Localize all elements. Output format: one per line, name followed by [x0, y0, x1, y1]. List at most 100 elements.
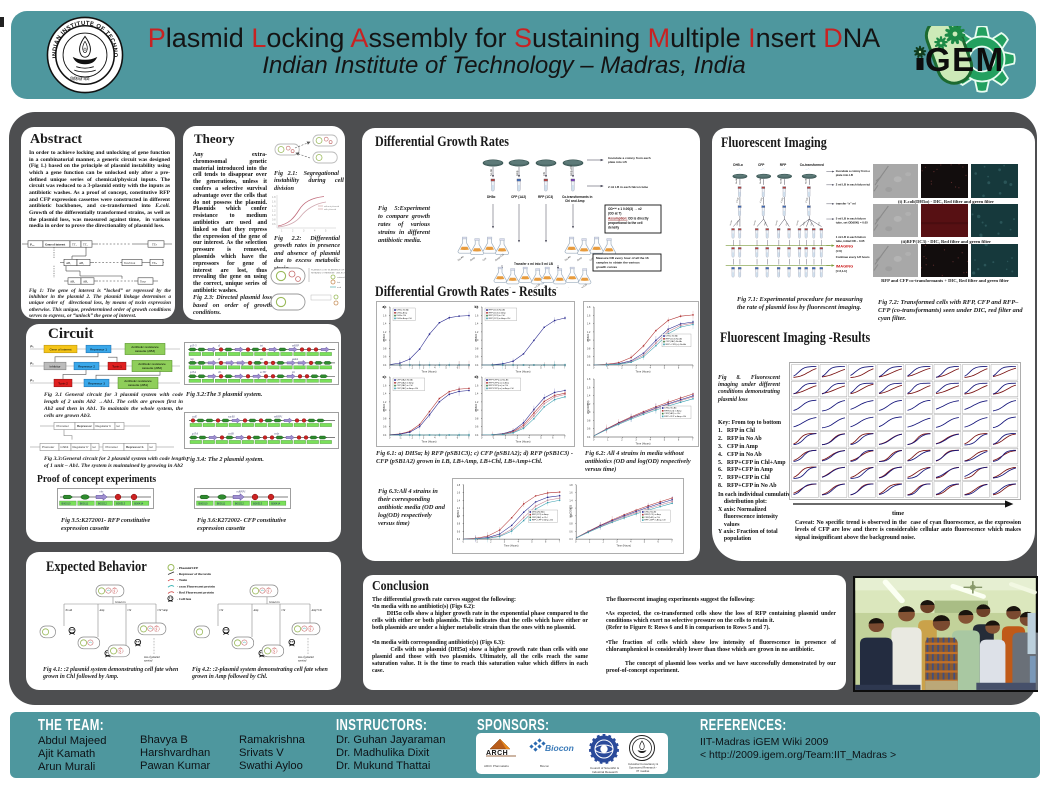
svg-text:1.4: 1.4: [457, 500, 461, 502]
svg-text:4: 4: [650, 439, 652, 442]
svg-text:Sponsored Research -: Sponsored Research -: [629, 766, 657, 770]
svg-text:RFP (1C3): RFP (1C3): [538, 195, 553, 199]
svg-text:·⋅·ˇ·: ·⋅·ˇ·: [736, 168, 741, 172]
svg-text:RFP(1C3) No Ab: RFP(1C3) No Ab: [666, 337, 683, 340]
svg-text:No Ab: No Ab: [774, 220, 778, 226]
svg-text:1.4: 1.4: [475, 323, 479, 326]
svg-text:1.4: 1.4: [587, 395, 591, 398]
svg-text:- Plasmid/CFP: - Plasmid/CFP: [177, 566, 198, 570]
svg-text:Amp: Amp: [470, 256, 476, 262]
svg-text:0.8: 0.8: [587, 419, 591, 422]
svg-text:0.6: 0.6: [569, 531, 573, 533]
svg-text:P₃: P₃: [30, 379, 34, 383]
svg-text:1.8: 1.8: [383, 306, 387, 309]
svg-text:Toxin 2: Toxin 2: [58, 381, 68, 385]
svg-text:DH5a(No Ab): DH5a(No Ab): [532, 511, 545, 514]
svg-text:1:100: 1:100: [805, 197, 809, 203]
svg-text:6: 6: [678, 439, 680, 442]
svg-text:Time (Hours): Time (Hours): [422, 440, 437, 444]
svg-text:·⋅·ˇ·: ·⋅·ˇ·: [805, 168, 810, 172]
svg-text:No Ab: No Ab: [736, 220, 740, 226]
svg-text:1.8: 1.8: [569, 485, 573, 487]
svg-text:0.4: 0.4: [587, 364, 591, 367]
svg-text:Time (Hours): Time (Hours): [516, 370, 531, 374]
svg-text:samples to obtain the various: samples to obtain the various: [596, 261, 640, 265]
svg-text:cI: cI: [218, 344, 221, 347]
svg-text:1.0: 1.0: [272, 214, 276, 217]
svg-text:2: 2: [490, 542, 492, 544]
svg-text:1.6: 1.6: [383, 314, 387, 317]
svg-text:p15-5: p15-5: [189, 344, 197, 347]
svg-text:log(OD600): log(OD600): [569, 505, 572, 518]
svg-text:IMAGING: IMAGING: [836, 243, 853, 248]
svg-text:growth curves: growth curves: [596, 265, 617, 269]
svg-text:B00414: B00414: [134, 502, 144, 506]
svg-text:Transfer x ml into 5 ml LB: Transfer x ml into 5 ml LB: [514, 262, 554, 266]
svg-text:Industrial Consultancy &: Industrial Consultancy &: [628, 762, 658, 766]
svg-text:1.8: 1.8: [272, 196, 276, 199]
svg-text:OD600: OD600: [457, 509, 460, 518]
svg-text:4: 4: [314, 230, 316, 233]
svg-text:4: 4: [434, 437, 436, 440]
svg-text:log(OD600): log(OD600): [586, 400, 590, 414]
svg-text:Industrial Research: Industrial Research: [592, 770, 618, 774]
svg-text:Time (Hours): Time (Hours): [516, 440, 531, 444]
svg-text:Pₒₒₒ: Pₒₒₒ: [30, 242, 35, 246]
svg-text:Inoculate a colony from each: Inoculate a colony from each: [836, 169, 870, 173]
svg-text:0.8: 0.8: [457, 524, 461, 526]
svg-text:2 ml LB in each falcon tube: 2 ml LB in each falcon tube: [836, 182, 870, 186]
svg-text:S: S: [113, 589, 115, 593]
svg-text:0.4: 0.4: [457, 539, 461, 541]
svg-text:Biocon: Biocon: [545, 743, 574, 753]
svg-text:CFP(1A2) in Amp+Chl: CFP(1A2) in Amp+Chl: [397, 387, 419, 390]
svg-text:1.0: 1.0: [457, 516, 461, 518]
svg-text:Antibiotic resistance: Antibiotic resistance: [131, 345, 159, 349]
svg-text:Antibiotic resistance: Antibiotic resistance: [138, 362, 166, 366]
svg-text:Amp: Amp: [577, 256, 583, 262]
svg-text:ccdB: ccdB: [228, 432, 234, 435]
svg-text:with plasmid: with plasmid: [324, 208, 337, 211]
svg-text:Grown in: Grown in: [269, 601, 280, 604]
svg-text:Repressor 3: Repressor 3: [88, 381, 105, 385]
svg-text:Toxₙ: Toxₙ: [140, 279, 147, 283]
svg-text:tube, set OD(600) = 0.05: tube, set OD(600) = 0.05: [836, 220, 868, 224]
svg-text:B00111: B00111: [80, 502, 89, 506]
svg-text:3: 3: [517, 437, 519, 440]
svg-text:Chl: Chl: [518, 287, 523, 288]
svg-text:5: 5: [531, 542, 533, 544]
svg-text:1.6: 1.6: [457, 493, 461, 495]
svg-text:DH5α: DH5α: [487, 195, 495, 199]
svg-text:0.4: 0.4: [569, 539, 573, 541]
svg-text:DH5-α: DH5-α: [733, 163, 743, 167]
svg-text:RFP(1C3) in Chl: RFP(1C3) in Chl: [489, 315, 506, 317]
svg-text:RFP: RFP: [780, 163, 787, 167]
svg-text:cI: cI: [218, 358, 221, 361]
svg-text:Repressor: Repressor: [77, 424, 93, 428]
svg-text:0: 0: [463, 542, 465, 544]
svg-text:1.8: 1.8: [383, 376, 387, 379]
svg-text:Gene of interest: Gene of interest: [45, 242, 65, 246]
svg-text:7: 7: [692, 439, 694, 442]
svg-text:Time (Hours): Time (Hours): [616, 544, 631, 547]
svg-text:3: 3: [423, 437, 425, 440]
svg-text:7: 7: [692, 367, 694, 370]
svg-text:No Ab: No Ab: [753, 220, 757, 226]
svg-text:0.6: 0.6: [475, 356, 479, 359]
svg-text:Amp+Chl: Amp+Chl: [531, 283, 541, 288]
svg-text:c): c): [383, 375, 386, 379]
svg-text:·⋅·ˇ·: ·⋅·ˇ·: [760, 168, 765, 172]
svg-text:1.4: 1.4: [475, 393, 479, 396]
svg-text:ter: ter: [117, 424, 121, 428]
svg-text:2: 2: [603, 542, 605, 544]
svg-text:1: 1: [607, 439, 609, 442]
svg-text:0.4: 0.4: [383, 364, 387, 367]
svg-text:0.4: 0.4: [475, 434, 479, 437]
svg-text:No Ab: No Ab: [795, 220, 799, 226]
svg-text:S: S: [309, 627, 311, 631]
svg-text:5: 5: [664, 367, 666, 370]
svg-text:OD600: OD600: [586, 333, 590, 342]
svg-text:loss of plasmid: loss of plasmid: [298, 656, 314, 659]
svg-text:1.8: 1.8: [587, 306, 591, 309]
svg-text:RFP(1C3) in Amp: RFP(1C3) in Amp: [489, 311, 507, 314]
svg-text:CFP(1A2) in Chl: CFP(1A2) in Chl: [664, 412, 680, 415]
